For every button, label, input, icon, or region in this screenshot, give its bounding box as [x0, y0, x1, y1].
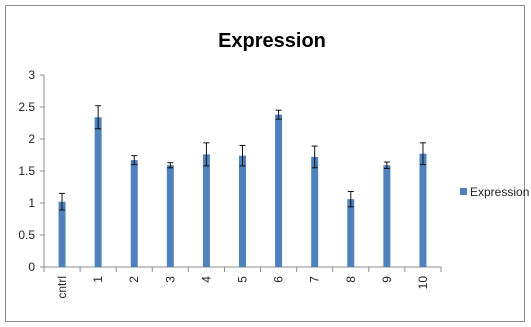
x-tick-label-4: 4 [199, 276, 213, 283]
bar-8 [347, 199, 355, 267]
x-tick-label-7: 7 [308, 276, 322, 283]
y-tick-label: 0 [28, 260, 35, 274]
bar-3 [166, 165, 174, 267]
x-tick-label-3: 3 [163, 276, 177, 283]
bar-6 [275, 114, 283, 268]
x-tick-label-2: 2 [127, 276, 141, 283]
bar-9 [383, 165, 391, 267]
x-tick-label-9: 9 [380, 276, 394, 283]
y-tick-label: 0.5 [18, 228, 35, 242]
y-tick-label: 2 [28, 132, 35, 146]
x-tick-label-8: 8 [344, 276, 358, 283]
bar-7 [311, 156, 319, 267]
x-tick-label-cntrl: cntrl [55, 276, 69, 299]
legend-swatch [460, 188, 467, 195]
bar-5 [239, 155, 246, 267]
legend: Expression [460, 185, 529, 199]
x-tick-label-5: 5 [236, 276, 250, 283]
chart-frame [5, 5, 525, 322]
y-tick-label: 2.5 [18, 100, 35, 114]
legend-label: Expression [470, 185, 529, 199]
chart-title: Expression [218, 30, 326, 52]
bar-cntrl [58, 201, 66, 267]
bar-2 [130, 160, 138, 267]
x-tick-label-1: 1 [91, 276, 105, 283]
bar-10 [419, 153, 427, 267]
plot-area: 0 0.5 1 1.5 2 2.5 3 cntrl 1 2 3 4 5 6 7 8 9 10 [18, 68, 442, 299]
x-tick-label-10: 10 [416, 276, 430, 290]
y-tick-label: 1 [28, 196, 35, 210]
bar-1 [94, 117, 102, 268]
y-tick-label: 1.5 [18, 164, 35, 178]
y-tick-label: 3 [28, 68, 35, 82]
bar-4 [202, 154, 210, 267]
x-tick-label-6: 6 [272, 276, 286, 283]
